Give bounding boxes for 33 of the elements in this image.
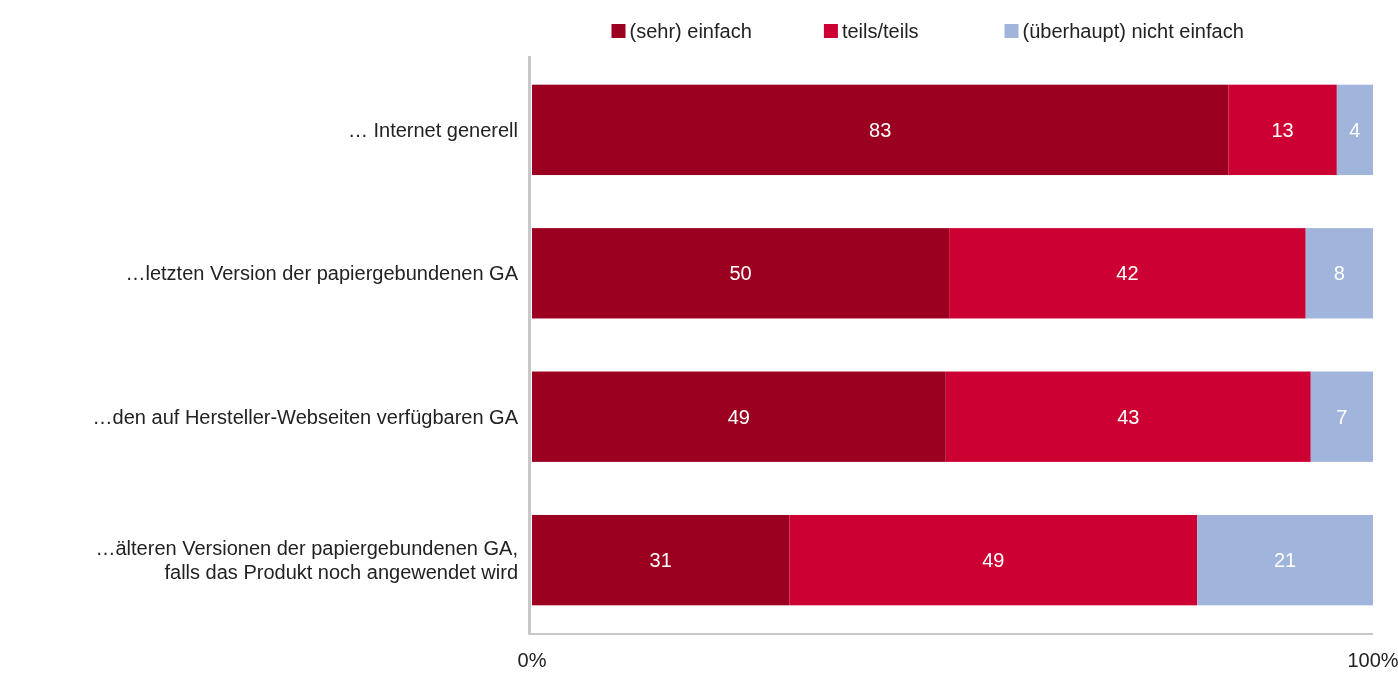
legend-label: (überhaupt) nicht einfach	[1022, 20, 1244, 42]
bar	[532, 228, 950, 319]
data-label: 49	[727, 405, 751, 428]
data-label: 7	[1336, 405, 1348, 428]
y-tick-label: …letzten Version der papiergebundenen GA	[125, 262, 519, 285]
bar	[945, 371, 1311, 462]
data-label: 43	[1117, 405, 1140, 428]
x-tick-label: 0%	[517, 649, 547, 671]
data-label: 13	[1271, 118, 1294, 141]
data-label: 8	[1333, 262, 1345, 285]
bar	[789, 514, 1198, 606]
bar	[532, 84, 1229, 176]
bar	[1336, 84, 1373, 176]
data-label: 42	[1116, 262, 1139, 285]
data-label: 21	[1273, 549, 1297, 572]
legend-label: teils/teils	[841, 20, 919, 42]
data-label: 31	[649, 549, 672, 572]
bar	[532, 514, 790, 606]
data-label: 83	[869, 118, 892, 141]
x-tick-label: 100%	[1347, 649, 1398, 671]
bar	[1305, 228, 1373, 319]
data-label: 49	[982, 549, 1005, 572]
legend-label: (sehr) einfach	[629, 20, 752, 42]
y-tick-label: …älteren Versionen der papiergebundenen GA, falls das Produkt noch angewendet wird	[95, 537, 518, 584]
data-label: 4	[1349, 118, 1361, 141]
bar	[532, 371, 946, 462]
bar	[949, 228, 1306, 319]
bar	[1310, 371, 1373, 462]
bar	[1197, 514, 1373, 606]
data-label: 50	[729, 262, 752, 285]
bar	[1228, 84, 1337, 176]
y-tick-label: … Internet generell	[347, 118, 518, 141]
y-tick-label: …den auf Hersteller-Webseiten verfügbaren GA	[92, 405, 519, 428]
